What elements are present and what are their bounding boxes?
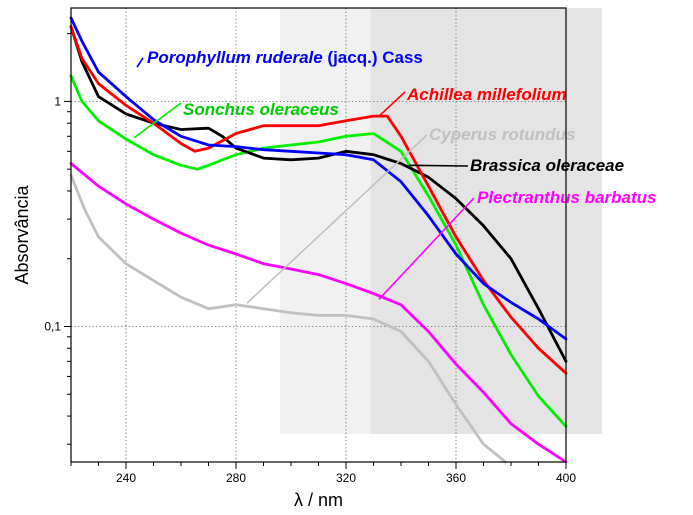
- series-label-0: Porophyllum ruderale (jacq.) Cass: [147, 48, 423, 67]
- label-pointer-2: [378, 91, 406, 117]
- x-tick-label-240: 240: [116, 471, 136, 485]
- shaded-region-1: [370, 8, 602, 434]
- series-label-4-part-0: Brassica oleraceae: [470, 156, 624, 175]
- x-axis-title: λ / nm: [294, 490, 343, 510]
- label-pointer-5: [378, 197, 475, 300]
- series-label-2: Achillea millefolium: [406, 85, 567, 104]
- y-tick-label-0.1: 0,1: [44, 319, 61, 333]
- series-label-3: Cyperus rotundus: [429, 125, 575, 144]
- x-tick-label-320: 320: [336, 471, 356, 485]
- y-axis-title: Absorvância: [12, 184, 32, 284]
- series-line-0: [69, 16, 568, 341]
- label-pointers: [133, 57, 475, 304]
- series-label-0-part-1: (jacq.) Cass: [323, 48, 423, 67]
- series-line-4: [69, 25, 568, 363]
- series-lines: [69, 16, 568, 464]
- series-label-4: Brassica oleraceae: [470, 156, 624, 175]
- x-tick-label-360: 360: [446, 471, 466, 485]
- label-pointer-3: [246, 134, 428, 304]
- series-labels: Porophyllum ruderale (jacq.) Cass Sonchus…: [147, 48, 657, 207]
- series-line-3: [69, 173, 507, 464]
- x-tick-label-400: 400: [556, 471, 576, 485]
- series-line-1: [69, 74, 568, 428]
- series-line-5: [69, 162, 568, 464]
- series-label-2-part-0: Achillea millefolium: [406, 85, 567, 104]
- x-tick-label-280: 280: [226, 471, 246, 485]
- shaded-regions: [280, 8, 602, 434]
- series-line-2: [69, 25, 568, 375]
- label-pointer-1: [133, 102, 182, 139]
- y-tick-label-1: 1: [54, 94, 61, 108]
- label-pointer-4: [409, 164, 469, 167]
- series-label-0-part-0: Porophyllum ruderale: [147, 48, 323, 67]
- series-label-5-part-0: Plectranthus barbatus: [477, 188, 657, 207]
- label-pointer-0: [136, 57, 144, 68]
- series-label-3-part-0: Cyperus rotundus: [429, 125, 575, 144]
- series-label-1-part-0: Sonchus oleraceus: [183, 100, 339, 119]
- ticks: 240 280 320 360 400 0,1 1: [44, 33, 576, 485]
- series-label-5: Plectranthus barbatus: [477, 188, 657, 207]
- series-label-1: Sonchus oleraceus: [183, 100, 339, 119]
